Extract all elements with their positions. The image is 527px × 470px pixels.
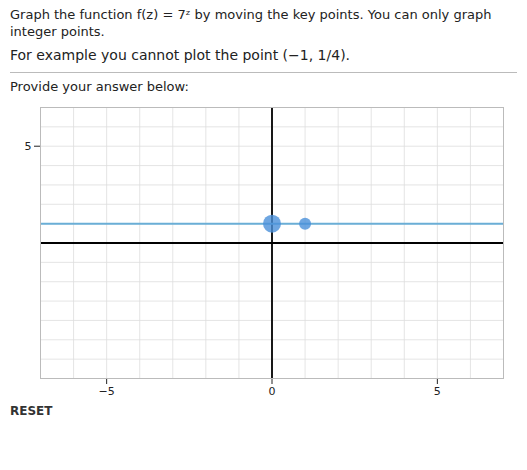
html-text:Provide your answer below:: Provide your answer below: (10, 79, 189, 94)
svg-text:0: 0 (269, 385, 276, 398)
svg-text:5: 5 (434, 385, 441, 398)
html-text:Graph the function f(z) = 7ᶻ b: Graph the function f(z) = 7ᶻ by moving t… (10, 7, 492, 39)
html-text:For example you cannot plot th: For example you cannot plot the point (−… (10, 47, 350, 63)
html-text:RESET: RESET (10, 404, 53, 418)
svg-text:5: 5 (25, 140, 32, 153)
svg-text:−5: −5 (99, 385, 115, 398)
